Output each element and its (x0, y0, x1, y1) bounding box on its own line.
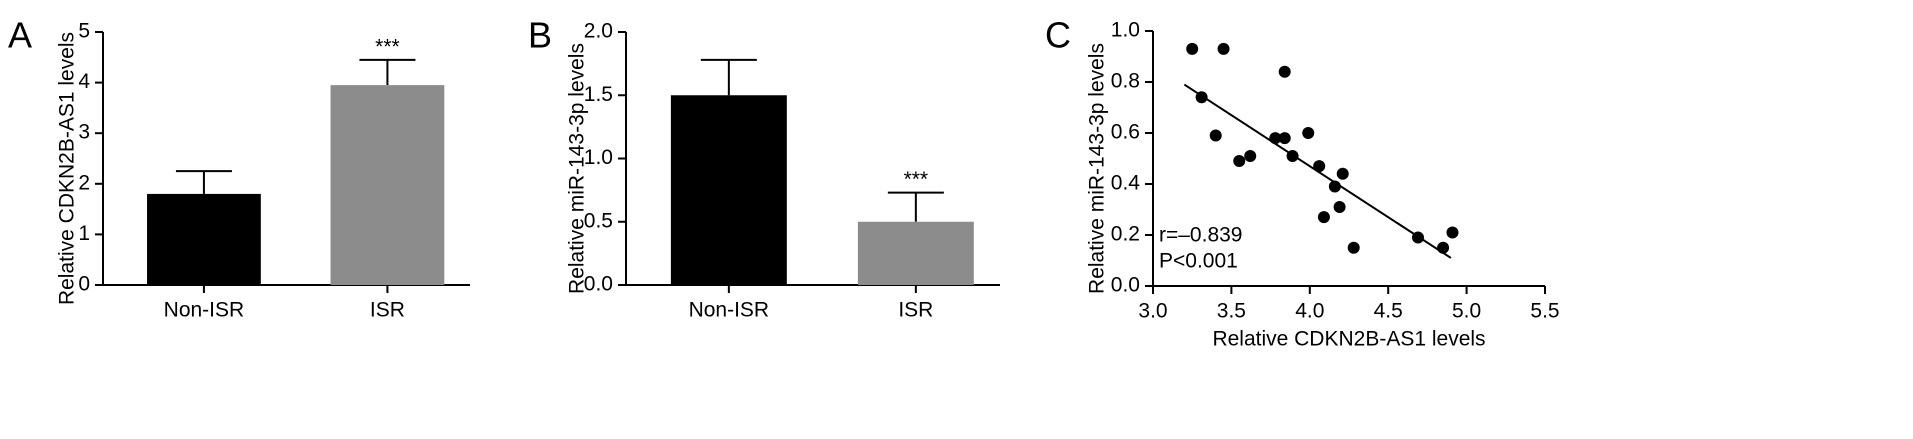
y-tick-label: 4 (78, 70, 90, 93)
bar (330, 85, 445, 285)
y-tick-label: 1.5 (584, 83, 613, 106)
point (1411, 231, 1424, 244)
x-tick-label: 4.0 (1295, 300, 1324, 323)
point (1209, 129, 1222, 142)
y-tick-label: 2.0 (584, 20, 613, 43)
significance: *** (904, 168, 929, 191)
y-tick-label: 1 (78, 222, 90, 245)
point (1336, 167, 1349, 180)
annotation: P<0.001 (1159, 250, 1238, 273)
point (1446, 226, 1459, 239)
x-tick-label: Non-ISR (689, 299, 770, 322)
panel-label: C (1045, 15, 1071, 56)
point (1278, 132, 1291, 145)
point (1195, 91, 1208, 104)
x-tick-label: 4.5 (1374, 300, 1403, 323)
bar (670, 95, 787, 285)
bar (147, 193, 261, 285)
point (1233, 155, 1246, 168)
point (1278, 65, 1291, 78)
point (1269, 132, 1282, 145)
panel-label: B (528, 15, 552, 56)
y-axis-label: Relative miR-143-3p levels (1086, 43, 1109, 294)
x-tick-label: ISR (370, 299, 405, 322)
y-tick-label: 1.0 (584, 146, 613, 169)
point (1244, 149, 1257, 162)
point (1328, 180, 1341, 193)
y-axis-label: Relative miR-143-3p levels (566, 43, 589, 294)
y-tick-label: 0.0 (1111, 274, 1140, 297)
y-tick-label: 5 (78, 20, 90, 43)
x-tick-label: Non-ISR (164, 299, 245, 322)
x-tick-label: 3.0 (1138, 300, 1167, 323)
y-tick-label: 0.5 (584, 209, 613, 232)
y-tick-label: 3 (78, 121, 90, 144)
point (1217, 42, 1230, 55)
x-tick-label: ISR (898, 299, 933, 322)
point (1347, 241, 1360, 254)
panel-label: A (8, 15, 32, 56)
point (1286, 149, 1299, 162)
point (1437, 241, 1450, 254)
y-tick-label: 1.0 (1111, 19, 1140, 42)
point (1317, 211, 1330, 224)
y-tick-label: 0.8 (1111, 70, 1140, 93)
point (1186, 42, 1199, 55)
y-tick-label: 0 (78, 273, 90, 296)
y-axis-label: Relative CDKN2B-AS1 levels (56, 32, 79, 305)
y-tick-label: 0.4 (1111, 172, 1141, 195)
y-tick-label: 2 (78, 171, 90, 194)
y-tick-label: 0.0 (584, 273, 613, 296)
annotation: r=–0.839 (1159, 224, 1243, 247)
bar (857, 221, 974, 285)
y-tick-label: 0.6 (1111, 121, 1140, 144)
y-tick-label: 0.2 (1111, 223, 1140, 246)
x-tick-label: 5.5 (1530, 300, 1559, 323)
x-axis-label: Relative CDKN2B-AS1 levels (1212, 328, 1485, 351)
significance: *** (375, 35, 400, 58)
x-tick-label: 3.5 (1217, 300, 1246, 323)
point (1302, 127, 1315, 139)
point (1313, 160, 1326, 173)
x-tick-label: 5.0 (1452, 300, 1481, 323)
point (1333, 200, 1346, 213)
